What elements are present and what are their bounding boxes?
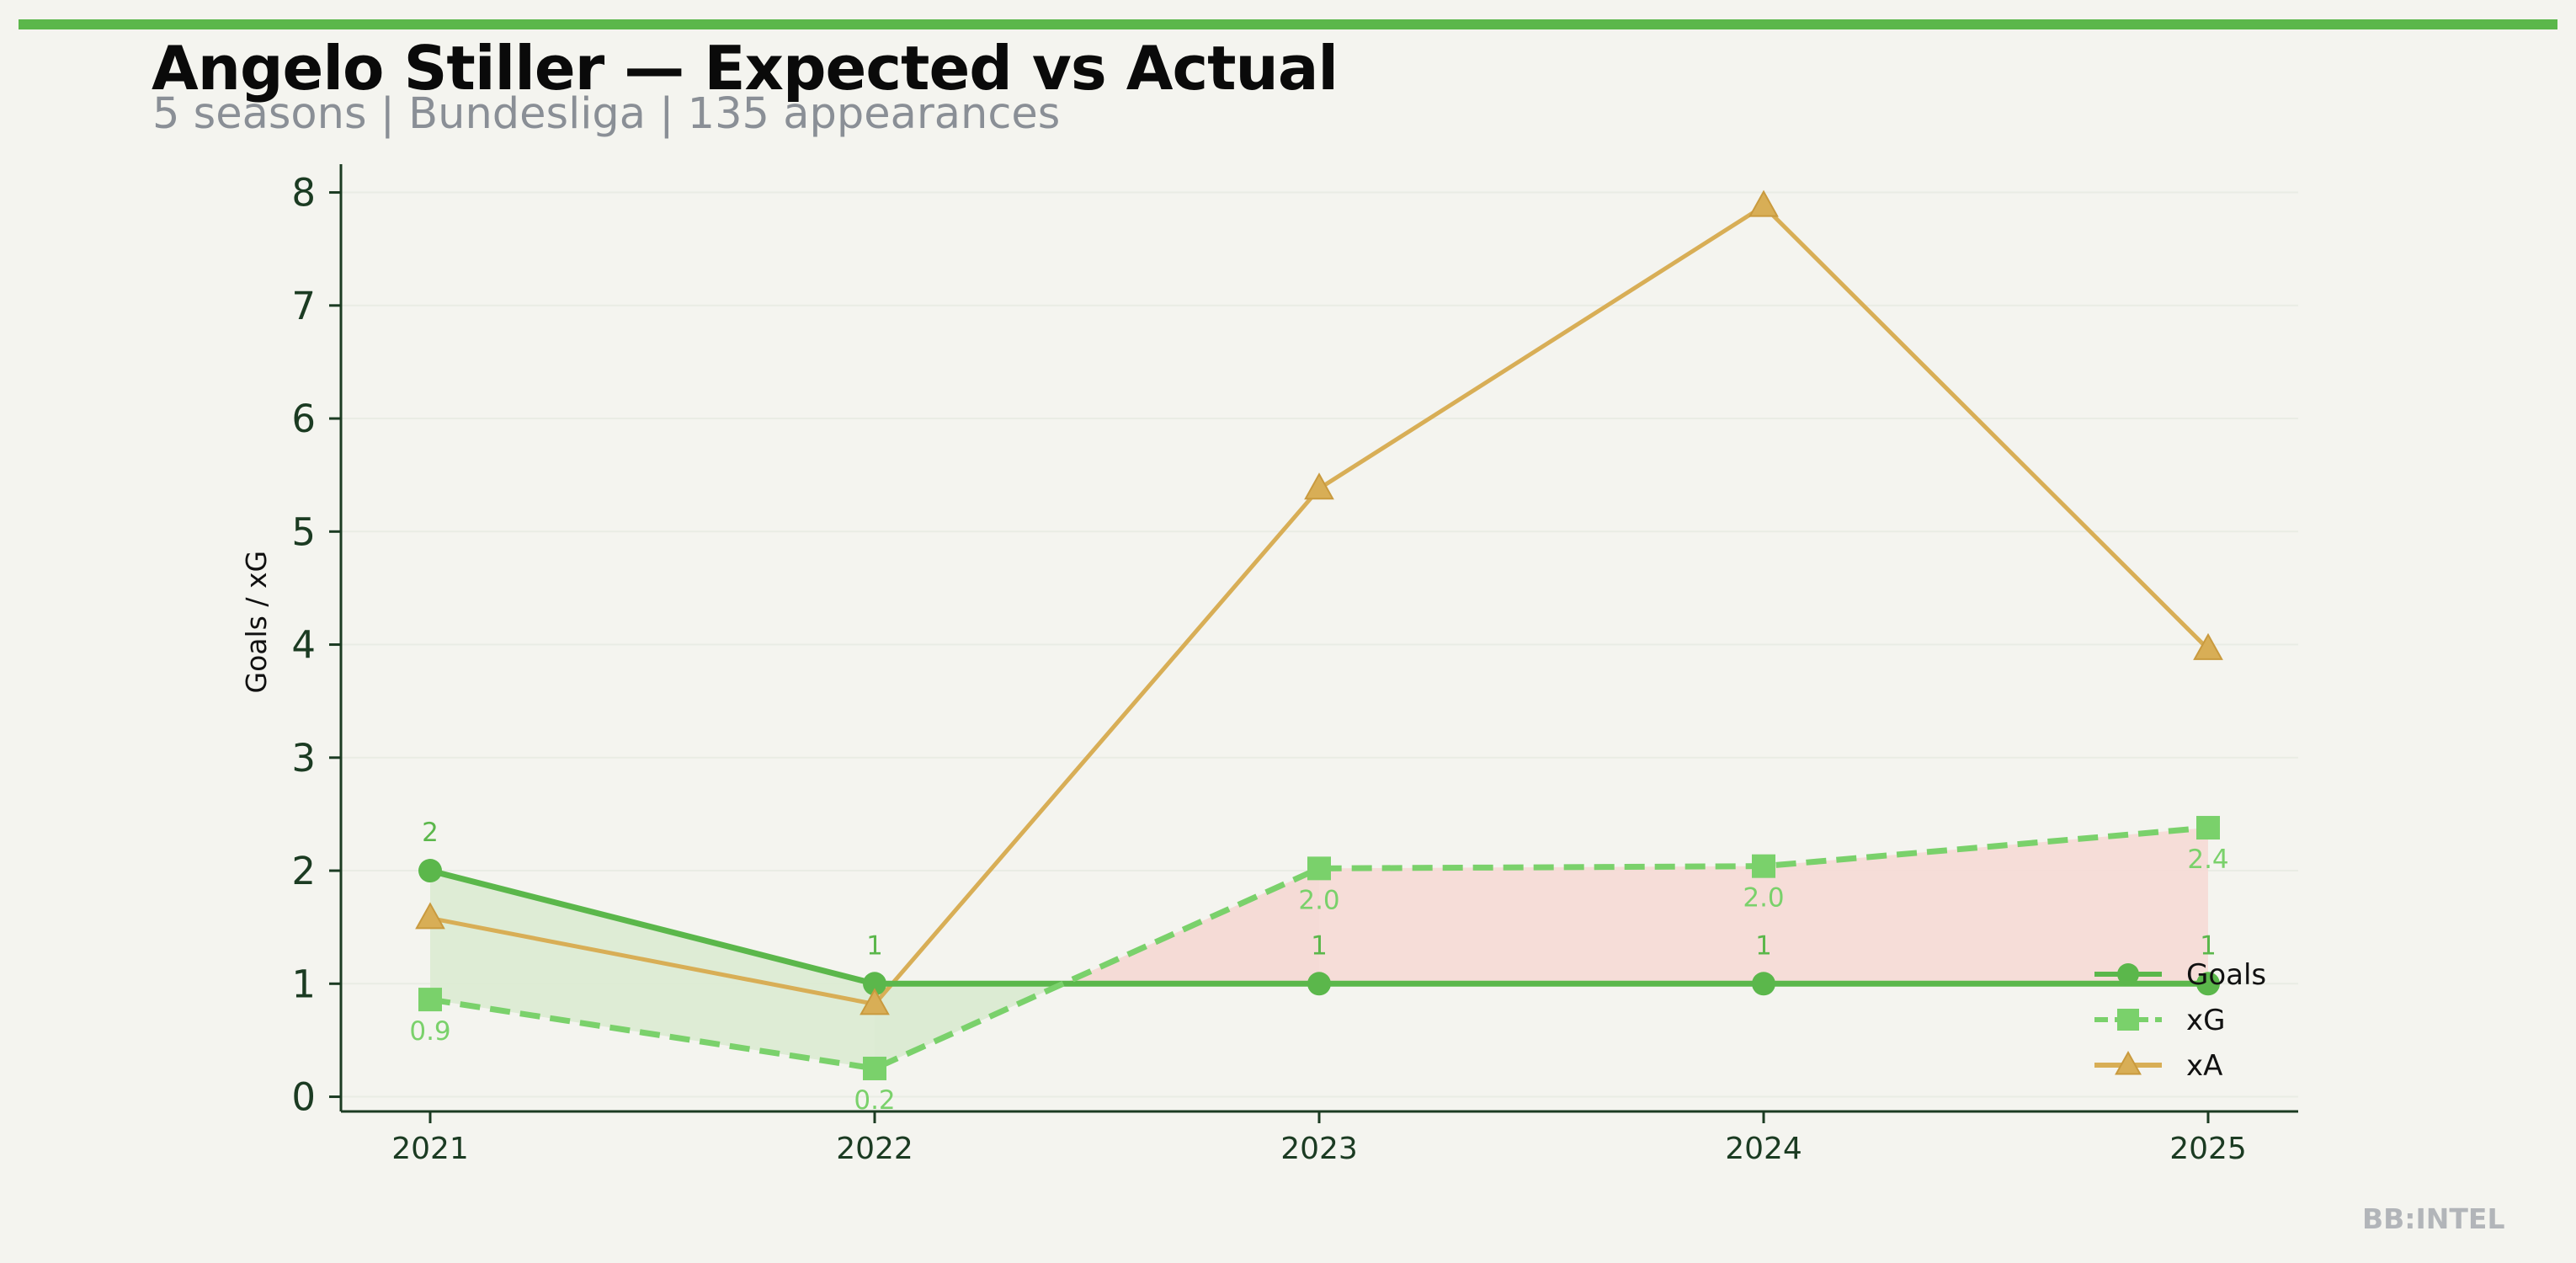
y-tick-label: 5 [291,509,316,554]
xa-point [2193,632,2223,660]
goals-data-label: 1 [1755,930,1772,961]
goals-data-label: 1 [1311,930,1328,961]
xa-point [1304,472,1334,500]
y-axis-label: Goals / xG [240,551,273,694]
xg-data-label: 0.2 [854,1085,895,1116]
xg-data-label: 2.0 [1743,883,1784,914]
xg-data-label: 2.0 [1298,885,1339,915]
goals-point [418,859,442,883]
xg-point [863,1056,886,1080]
performance-shading [430,828,2208,1068]
xg-data-label: 2.4 [2187,845,2228,875]
legend-item-xa: xA [2094,1049,2222,1083]
goals-point [863,972,886,996]
goals-point [1307,972,1331,996]
xa-point [1748,189,1779,217]
series-line-xg [429,824,2209,1072]
y-tick-label: 7 [291,284,316,328]
goals-point [2196,972,2220,996]
x-tick-label: 2021 [391,1132,469,1166]
shade-segment [1764,828,2208,984]
x-tick-label: 2023 [1280,1132,1358,1166]
chart-subtitle: 5 seasons | Bundesliga | 135 appearances [152,89,1061,139]
series [415,189,2223,1080]
xa-point [415,902,445,930]
xg-point [2196,816,2220,840]
top-accent-bar [19,19,2557,29]
y-tick-label: 6 [291,397,316,441]
xa-point [860,988,890,1015]
y-tick-label: 8 [291,171,316,216]
shade-segment [1319,866,1764,984]
xg-point [418,988,442,1012]
legend-label-goals: Goals [2186,958,2266,992]
xg-point [1307,856,1331,881]
data-labels: 2 1 1 1 1 0.9 0.2 2.0 2.0 2.4 [409,818,2228,1116]
goals-data-label: 1 [866,930,883,961]
goals-data-label: 2 [422,818,439,848]
y-tick-label: 0 [291,1075,316,1120]
legend-marker-goals [2117,963,2139,985]
chart-title: Angelo Stiller — Expected vs Actual [152,33,1339,104]
y-tick-label: 2 [291,849,316,893]
axes: 0 1 2 3 4 5 6 7 8 2021 2022 2023 2024 2025 Goals / xG [240,164,2298,1166]
goals-point [1752,972,1775,996]
legend-label-xa: xA [2186,1049,2222,1083]
legend: Goals xG xA [2094,958,2266,1083]
legend-marker-xa [2115,1050,2142,1075]
xg-point [1752,854,1775,878]
legend-label-xg: xG [2186,1004,2225,1037]
goals-data-label: 1 [2200,930,2217,961]
x-tick-label: 2025 [2169,1132,2247,1166]
xg-data-label: 0.9 [409,1016,450,1047]
brand-watermark: BB:INTEL [2362,1202,2505,1235]
legend-item-xg: xG [2094,1004,2225,1037]
shade-segment [430,871,875,1068]
x-tick-label: 2022 [836,1132,913,1166]
x-tick-label: 2024 [1725,1132,1802,1166]
legend-marker-xg [2117,1009,2139,1031]
legend-item-goals: Goals [2094,958,2266,992]
y-tick-label: 3 [291,736,316,781]
y-tick-label: 1 [291,962,316,1006]
y-tick-label: 4 [291,623,316,668]
